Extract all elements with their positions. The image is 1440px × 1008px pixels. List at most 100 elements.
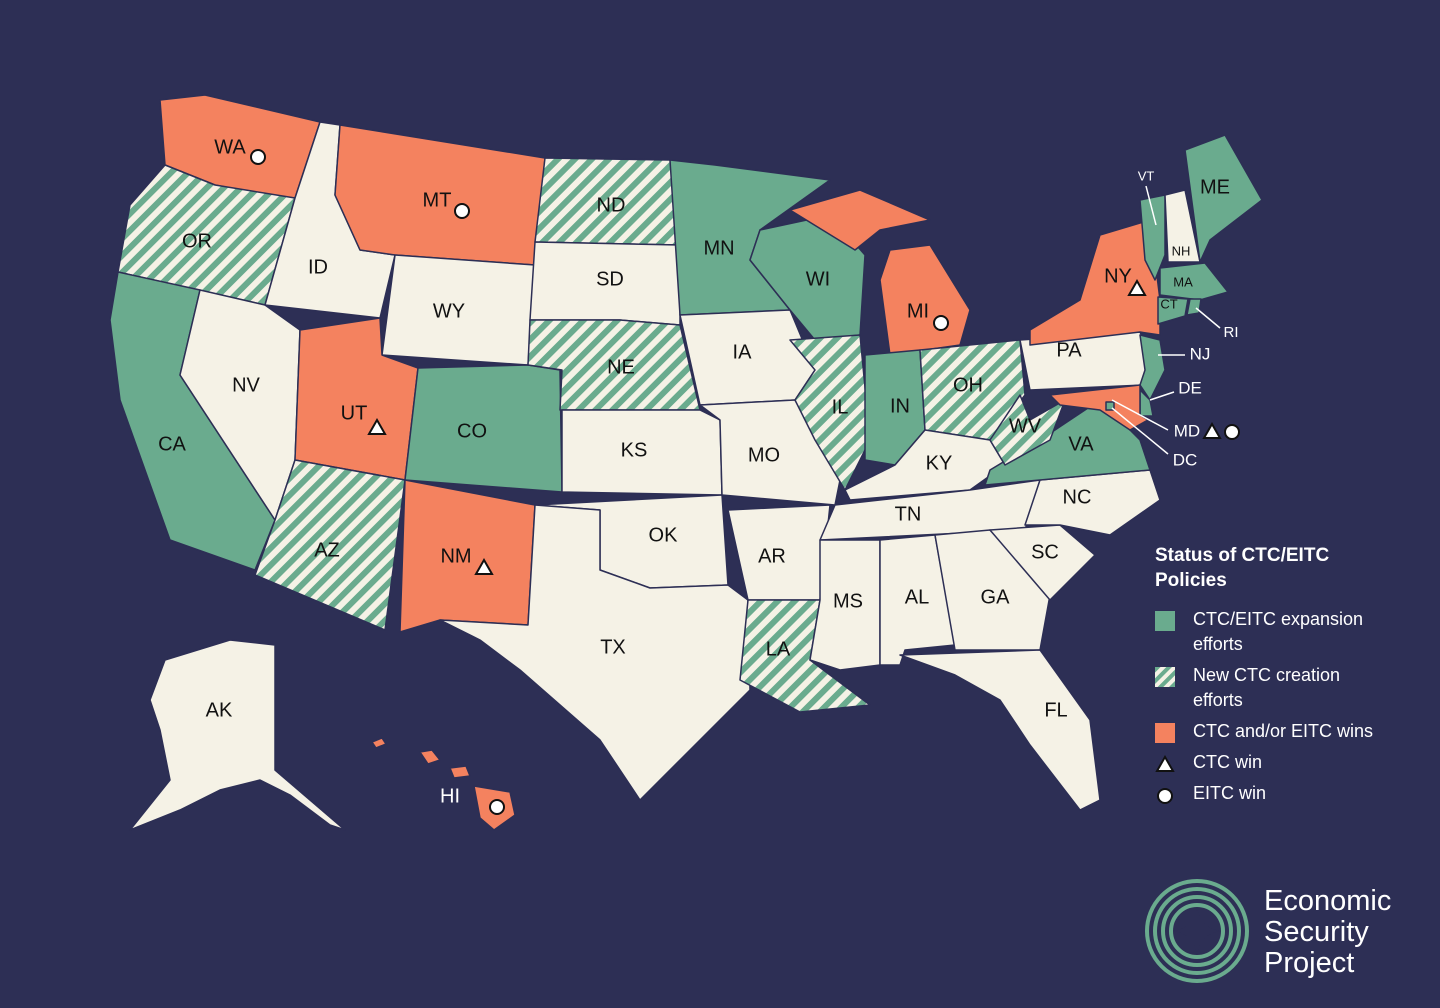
state-label: MA bbox=[1173, 274, 1193, 289]
state-label: GA bbox=[981, 586, 1011, 608]
ctc-win-marker bbox=[367, 417, 387, 435]
logo-mark bbox=[1145, 879, 1249, 983]
leader-line bbox=[1111, 399, 1169, 431]
state-label: AR bbox=[758, 545, 786, 567]
state-label: NC bbox=[1063, 486, 1092, 508]
state-label: KS bbox=[621, 439, 648, 461]
state-label: NM bbox=[440, 545, 471, 567]
legend-items: CTC/EITC expansion efforts New CTC creati… bbox=[1155, 607, 1385, 806]
state-label: SD bbox=[596, 268, 624, 290]
eitc-win-marker bbox=[1224, 424, 1240, 440]
state-label: WY bbox=[433, 300, 465, 322]
legend-item: CTC/EITC expansion efforts bbox=[1155, 607, 1385, 657]
state-label: IL bbox=[832, 396, 849, 418]
state-label: WV bbox=[1009, 415, 1042, 437]
legend-swatch bbox=[1155, 667, 1175, 687]
legend-label: CTC/EITC expansion efforts bbox=[1193, 609, 1364, 654]
state-label: MN bbox=[703, 237, 734, 259]
legend-label: CTC and/or EITC wins bbox=[1193, 721, 1374, 741]
state-label: AL bbox=[905, 586, 929, 608]
state-label: RI bbox=[1224, 324, 1239, 341]
state-label: TX bbox=[600, 636, 626, 658]
legend: Status of CTC/EITC Policies CTC/EITC exp… bbox=[1155, 543, 1385, 812]
state-label: NV bbox=[232, 374, 260, 396]
legend-label: EITC win bbox=[1193, 783, 1267, 803]
state-labels: WA OR CA NV ID MT WY UT CO AZ NM ND SD NE KS OK TX MN IA MO… bbox=[158, 136, 1240, 815]
state bbox=[1159, 262, 1229, 301]
state-label: NY bbox=[1104, 265, 1132, 287]
state bbox=[1157, 296, 1189, 325]
legend-label: CTC win bbox=[1193, 752, 1263, 772]
state-label: AZ bbox=[314, 539, 340, 561]
eitc-win-marker bbox=[933, 315, 949, 331]
ctc-win-marker bbox=[1202, 421, 1222, 439]
state-label: FL bbox=[1044, 699, 1067, 721]
legend-title: Status of CTC/EITC Policies bbox=[1155, 545, 1330, 591]
state-label: VA bbox=[1068, 433, 1094, 455]
state bbox=[1049, 384, 1149, 431]
eitc-win-marker bbox=[250, 149, 266, 165]
ctc-win-marker bbox=[1127, 278, 1147, 296]
leader-line bbox=[1195, 307, 1221, 329]
state-label: MT bbox=[423, 189, 452, 211]
state-label: UT bbox=[341, 402, 368, 424]
legend-item: CTC win bbox=[1155, 750, 1385, 775]
state-label: MD bbox=[1174, 421, 1200, 440]
state-label: SC bbox=[1031, 541, 1059, 563]
state-label: HI bbox=[440, 785, 460, 807]
state-label: NE bbox=[607, 356, 635, 378]
state bbox=[371, 737, 516, 831]
leader-line bbox=[1145, 185, 1157, 226]
legend-swatch bbox=[1155, 611, 1175, 631]
swatch bbox=[1155, 723, 1175, 743]
eitc-win-marker bbox=[1157, 788, 1173, 804]
state bbox=[789, 334, 871, 491]
state-label: AK bbox=[206, 699, 233, 721]
state-label: OK bbox=[649, 524, 679, 546]
state-label: OH bbox=[953, 374, 983, 396]
state-label: OR bbox=[182, 230, 212, 252]
state bbox=[1029, 219, 1161, 346]
legend-item: New CTC creation efforts bbox=[1155, 663, 1385, 713]
state-label: DE bbox=[1178, 378, 1202, 397]
legend-item: EITC win bbox=[1155, 781, 1385, 806]
state-label: MO bbox=[748, 444, 780, 466]
state-label: WI bbox=[806, 268, 830, 290]
state bbox=[1184, 134, 1263, 263]
state-label: CO bbox=[457, 420, 487, 442]
state-label: ME bbox=[1200, 176, 1230, 198]
state-label: LA bbox=[766, 638, 791, 660]
state-label: ID bbox=[308, 256, 328, 278]
state bbox=[789, 189, 971, 356]
state bbox=[254, 459, 406, 631]
legend-item: CTC and/or EITC wins bbox=[1155, 719, 1385, 744]
state-label: ND bbox=[597, 194, 626, 216]
state-label: CA bbox=[158, 433, 186, 455]
state bbox=[404, 364, 563, 493]
leader-line bbox=[1111, 407, 1169, 455]
state-label: WA bbox=[214, 136, 246, 158]
state-label: DC bbox=[1173, 450, 1198, 469]
swatch bbox=[1155, 667, 1175, 687]
state bbox=[934, 529, 1051, 651]
state-label: IN bbox=[890, 395, 910, 417]
state-label: MI bbox=[907, 300, 929, 322]
state bbox=[899, 649, 1101, 811]
state-label: VT bbox=[1138, 168, 1155, 183]
logo-text: Economic Security Project bbox=[1264, 885, 1392, 979]
legend-swatch bbox=[1155, 723, 1175, 743]
state-label: TN bbox=[895, 503, 922, 525]
states bbox=[109, 94, 1263, 831]
ctc-win-marker bbox=[474, 557, 494, 575]
state-label: NJ bbox=[1190, 344, 1211, 363]
state bbox=[989, 524, 1096, 601]
leader-line bbox=[1149, 391, 1175, 401]
state-label: IA bbox=[733, 341, 753, 363]
state-label: CT bbox=[1160, 296, 1177, 311]
legend-label: New CTC creation efforts bbox=[1193, 665, 1341, 710]
state bbox=[129, 639, 346, 831]
state-label: PA bbox=[1056, 339, 1082, 361]
legend-swatch bbox=[1157, 788, 1173, 804]
